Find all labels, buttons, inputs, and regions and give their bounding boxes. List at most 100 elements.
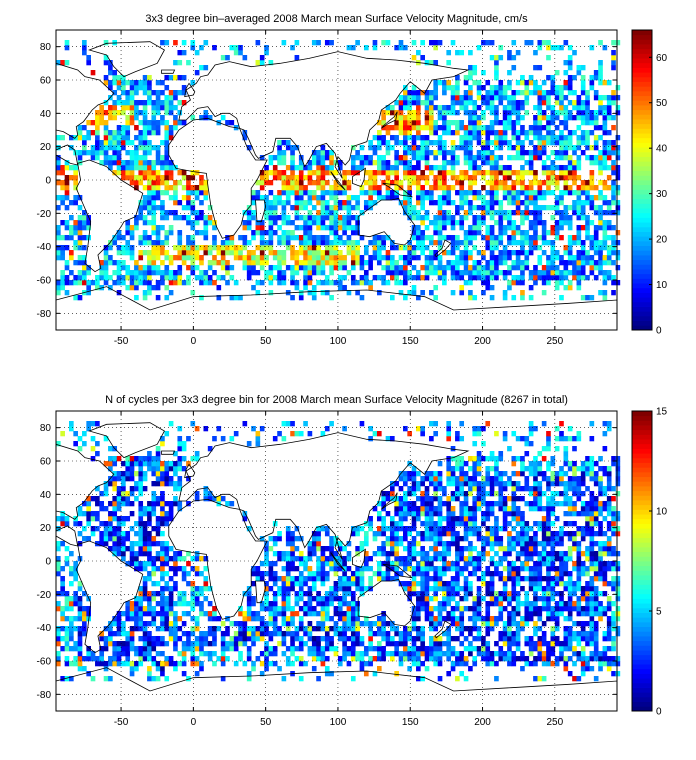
heatmap-cell bbox=[437, 235, 443, 241]
heatmap-cell bbox=[77, 616, 83, 622]
heatmap-cell bbox=[324, 165, 330, 171]
heatmap-cell bbox=[337, 255, 343, 261]
heatmap-cell bbox=[489, 210, 495, 216]
heatmap-cell bbox=[298, 636, 304, 642]
heatmap-cell bbox=[537, 115, 543, 121]
heatmap-cell bbox=[602, 155, 608, 161]
heatmap-cell bbox=[576, 145, 582, 151]
heatmap-cell bbox=[229, 265, 235, 271]
heatmap-cell bbox=[507, 265, 512, 271]
heatmap-cell bbox=[320, 561, 326, 567]
heatmap-cell bbox=[155, 195, 161, 201]
heatmap-cell bbox=[203, 220, 209, 226]
heatmap-cell bbox=[298, 606, 304, 612]
heatmap-cell bbox=[125, 275, 131, 281]
heatmap-cell bbox=[459, 205, 465, 211]
heatmap-cell bbox=[381, 656, 386, 662]
heatmap-cell bbox=[225, 616, 230, 622]
heatmap-cell bbox=[60, 165, 65, 171]
heatmap-cell bbox=[259, 576, 265, 582]
heatmap-cell bbox=[394, 671, 399, 677]
heatmap-cell bbox=[372, 245, 378, 251]
heatmap-cell bbox=[264, 210, 269, 216]
colorbar-swatch bbox=[632, 114, 652, 120]
heatmap-cell bbox=[381, 651, 386, 657]
heatmap-cell bbox=[459, 170, 465, 176]
heatmap-cell bbox=[272, 250, 278, 256]
heatmap-cell bbox=[403, 626, 408, 632]
heatmap-cell bbox=[589, 260, 595, 266]
heatmap-cell bbox=[411, 110, 417, 116]
heatmap-cell bbox=[572, 235, 577, 241]
heatmap-cell bbox=[346, 45, 352, 51]
heatmap-cell bbox=[541, 205, 547, 211]
heatmap-cell bbox=[476, 190, 482, 196]
heatmap-cell bbox=[125, 661, 131, 667]
heatmap-cell bbox=[515, 641, 521, 647]
heatmap-cell bbox=[190, 606, 196, 612]
heatmap-cell bbox=[164, 571, 170, 577]
heatmap-cell bbox=[481, 270, 486, 276]
heatmap-cell bbox=[580, 150, 586, 156]
heatmap-cell bbox=[481, 646, 486, 652]
heatmap-cell bbox=[567, 235, 573, 241]
heatmap-cell bbox=[424, 140, 430, 146]
heatmap-cell bbox=[520, 115, 525, 121]
heatmap-cell bbox=[324, 170, 330, 176]
heatmap-cell bbox=[450, 566, 456, 572]
heatmap-cell bbox=[563, 185, 569, 191]
heatmap-cell bbox=[433, 636, 439, 642]
heatmap-cell bbox=[515, 225, 521, 231]
heatmap-cell bbox=[507, 641, 512, 647]
heatmap-cell bbox=[598, 220, 603, 226]
heatmap-cell bbox=[463, 150, 469, 156]
heatmap-cell bbox=[450, 616, 456, 622]
heatmap-cell bbox=[563, 60, 569, 66]
heatmap-cell bbox=[602, 120, 608, 126]
heatmap-cell bbox=[411, 591, 417, 597]
heatmap-cell bbox=[112, 130, 118, 136]
heatmap-cell bbox=[459, 651, 465, 657]
heatmap-cell bbox=[403, 190, 408, 196]
colorbar-swatch bbox=[632, 151, 652, 157]
heatmap-cell bbox=[507, 210, 512, 216]
heatmap-cell bbox=[533, 90, 538, 96]
heatmap-cell bbox=[186, 611, 191, 617]
heatmap-cell bbox=[559, 210, 564, 216]
heatmap-cell bbox=[320, 250, 326, 256]
heatmap-cell bbox=[481, 110, 486, 116]
heatmap-cell bbox=[489, 661, 495, 667]
heatmap-cell bbox=[177, 60, 183, 66]
heatmap-cell bbox=[546, 95, 551, 101]
heatmap-cell bbox=[155, 265, 161, 271]
heatmap-cell bbox=[411, 205, 417, 211]
heatmap-cell bbox=[346, 200, 352, 206]
heatmap-cell bbox=[537, 150, 543, 156]
heatmap-cell bbox=[463, 75, 469, 81]
heatmap-cell bbox=[337, 616, 343, 622]
heatmap-cell bbox=[515, 50, 521, 56]
heatmap-cell bbox=[77, 240, 83, 246]
heatmap-cell bbox=[281, 631, 287, 637]
heatmap-cell bbox=[593, 120, 599, 126]
heatmap-cell bbox=[147, 621, 152, 627]
heatmap-cell bbox=[481, 205, 486, 211]
heatmap-cell bbox=[316, 596, 321, 602]
heatmap-cell bbox=[311, 290, 317, 296]
heatmap-cell bbox=[589, 641, 595, 647]
heatmap-cell bbox=[433, 581, 439, 587]
heatmap-cell bbox=[368, 175, 373, 181]
heatmap-cell bbox=[307, 245, 313, 251]
heatmap-cell bbox=[303, 285, 308, 291]
heatmap-cell bbox=[294, 40, 300, 46]
heatmap-cell bbox=[533, 220, 538, 226]
heatmap-cell bbox=[606, 115, 612, 121]
heatmap-cell bbox=[164, 586, 170, 592]
heatmap-cell bbox=[242, 631, 248, 637]
heatmap-cell bbox=[56, 230, 61, 236]
heatmap-cell bbox=[511, 566, 517, 572]
heatmap-cell bbox=[498, 651, 504, 657]
heatmap-cell bbox=[190, 205, 196, 211]
heatmap-cell bbox=[190, 45, 196, 51]
heatmap-cell bbox=[433, 571, 439, 577]
